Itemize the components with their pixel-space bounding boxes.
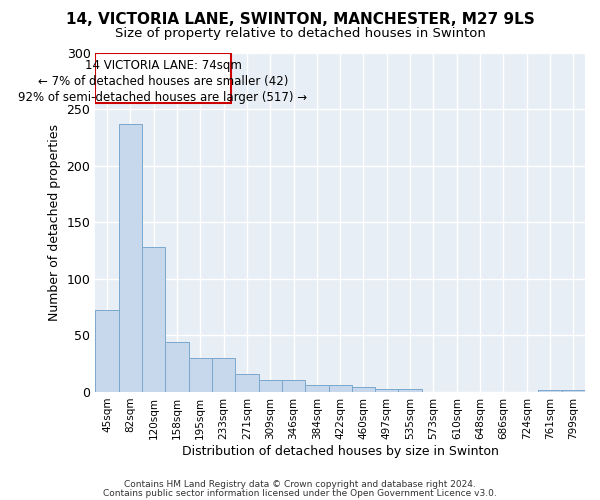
Text: ← 7% of detached houses are smaller (42): ← 7% of detached houses are smaller (42) (38, 75, 288, 88)
Bar (95, 310, 119, 392)
Bar (212, 358, 235, 392)
X-axis label: Distribution of detached houses by size in Swinton: Distribution of detached houses by size … (182, 444, 499, 458)
Y-axis label: Number of detached properties: Number of detached properties (48, 124, 61, 320)
Bar (259, 380, 282, 392)
Bar (562, 390, 585, 392)
Bar (119, 124, 142, 392)
Bar (165, 342, 188, 392)
Bar (235, 374, 259, 392)
Text: Size of property relative to detached houses in Swinton: Size of property relative to detached ho… (115, 28, 485, 40)
Bar (538, 390, 562, 392)
Bar (329, 385, 352, 392)
Bar (305, 385, 329, 392)
Text: 14 VICTORIA LANE: 74sqm: 14 VICTORIA LANE: 74sqm (85, 60, 241, 72)
Text: 92% of semi-detached houses are larger (517) →: 92% of semi-detached houses are larger (… (19, 91, 308, 104)
Bar (375, 388, 398, 392)
Bar (352, 388, 375, 392)
Bar (398, 388, 422, 392)
Text: 14, VICTORIA LANE, SWINTON, MANCHESTER, M27 9LS: 14, VICTORIA LANE, SWINTON, MANCHESTER, … (65, 12, 535, 28)
Text: Contains public sector information licensed under the Open Government Licence v3: Contains public sector information licen… (103, 488, 497, 498)
Bar (188, 358, 212, 392)
Bar (282, 380, 305, 392)
Bar (142, 247, 165, 392)
Text: Contains HM Land Registry data © Crown copyright and database right 2024.: Contains HM Land Registry data © Crown c… (124, 480, 476, 489)
Bar (95, 52, 230, 104)
